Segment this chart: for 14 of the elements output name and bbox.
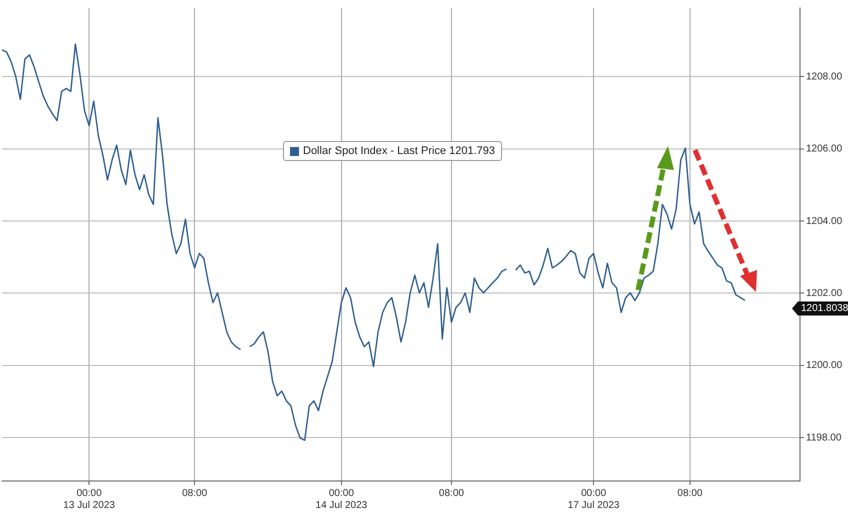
x-tick-label: 00:00 13 Jul 2023 xyxy=(63,488,116,511)
x-tick-label: 08:00 xyxy=(677,488,703,499)
y-tick-label: 1200.00 xyxy=(806,360,843,372)
y-tick-label: 1204.00 xyxy=(806,216,843,227)
x-tick-label: 08:00 xyxy=(438,488,464,499)
x-tick-label: 00:00 17 Jul 2023 xyxy=(568,488,620,511)
text: 1201.8038 xyxy=(801,303,848,314)
x-tick-label: 08:00 xyxy=(182,488,208,499)
y-tick-label: 1202.00 xyxy=(806,288,843,299)
legend-label: Dollar Spot Index - Last Price 1201.793 xyxy=(303,145,496,157)
x-tick-label: 00:00 14 Jul 2023 xyxy=(316,488,368,511)
y-tick-label: 1206.00 xyxy=(806,144,843,155)
y-tick-label: 1198.00 xyxy=(806,432,842,444)
y-tick-label: 1208.00 xyxy=(806,71,843,82)
